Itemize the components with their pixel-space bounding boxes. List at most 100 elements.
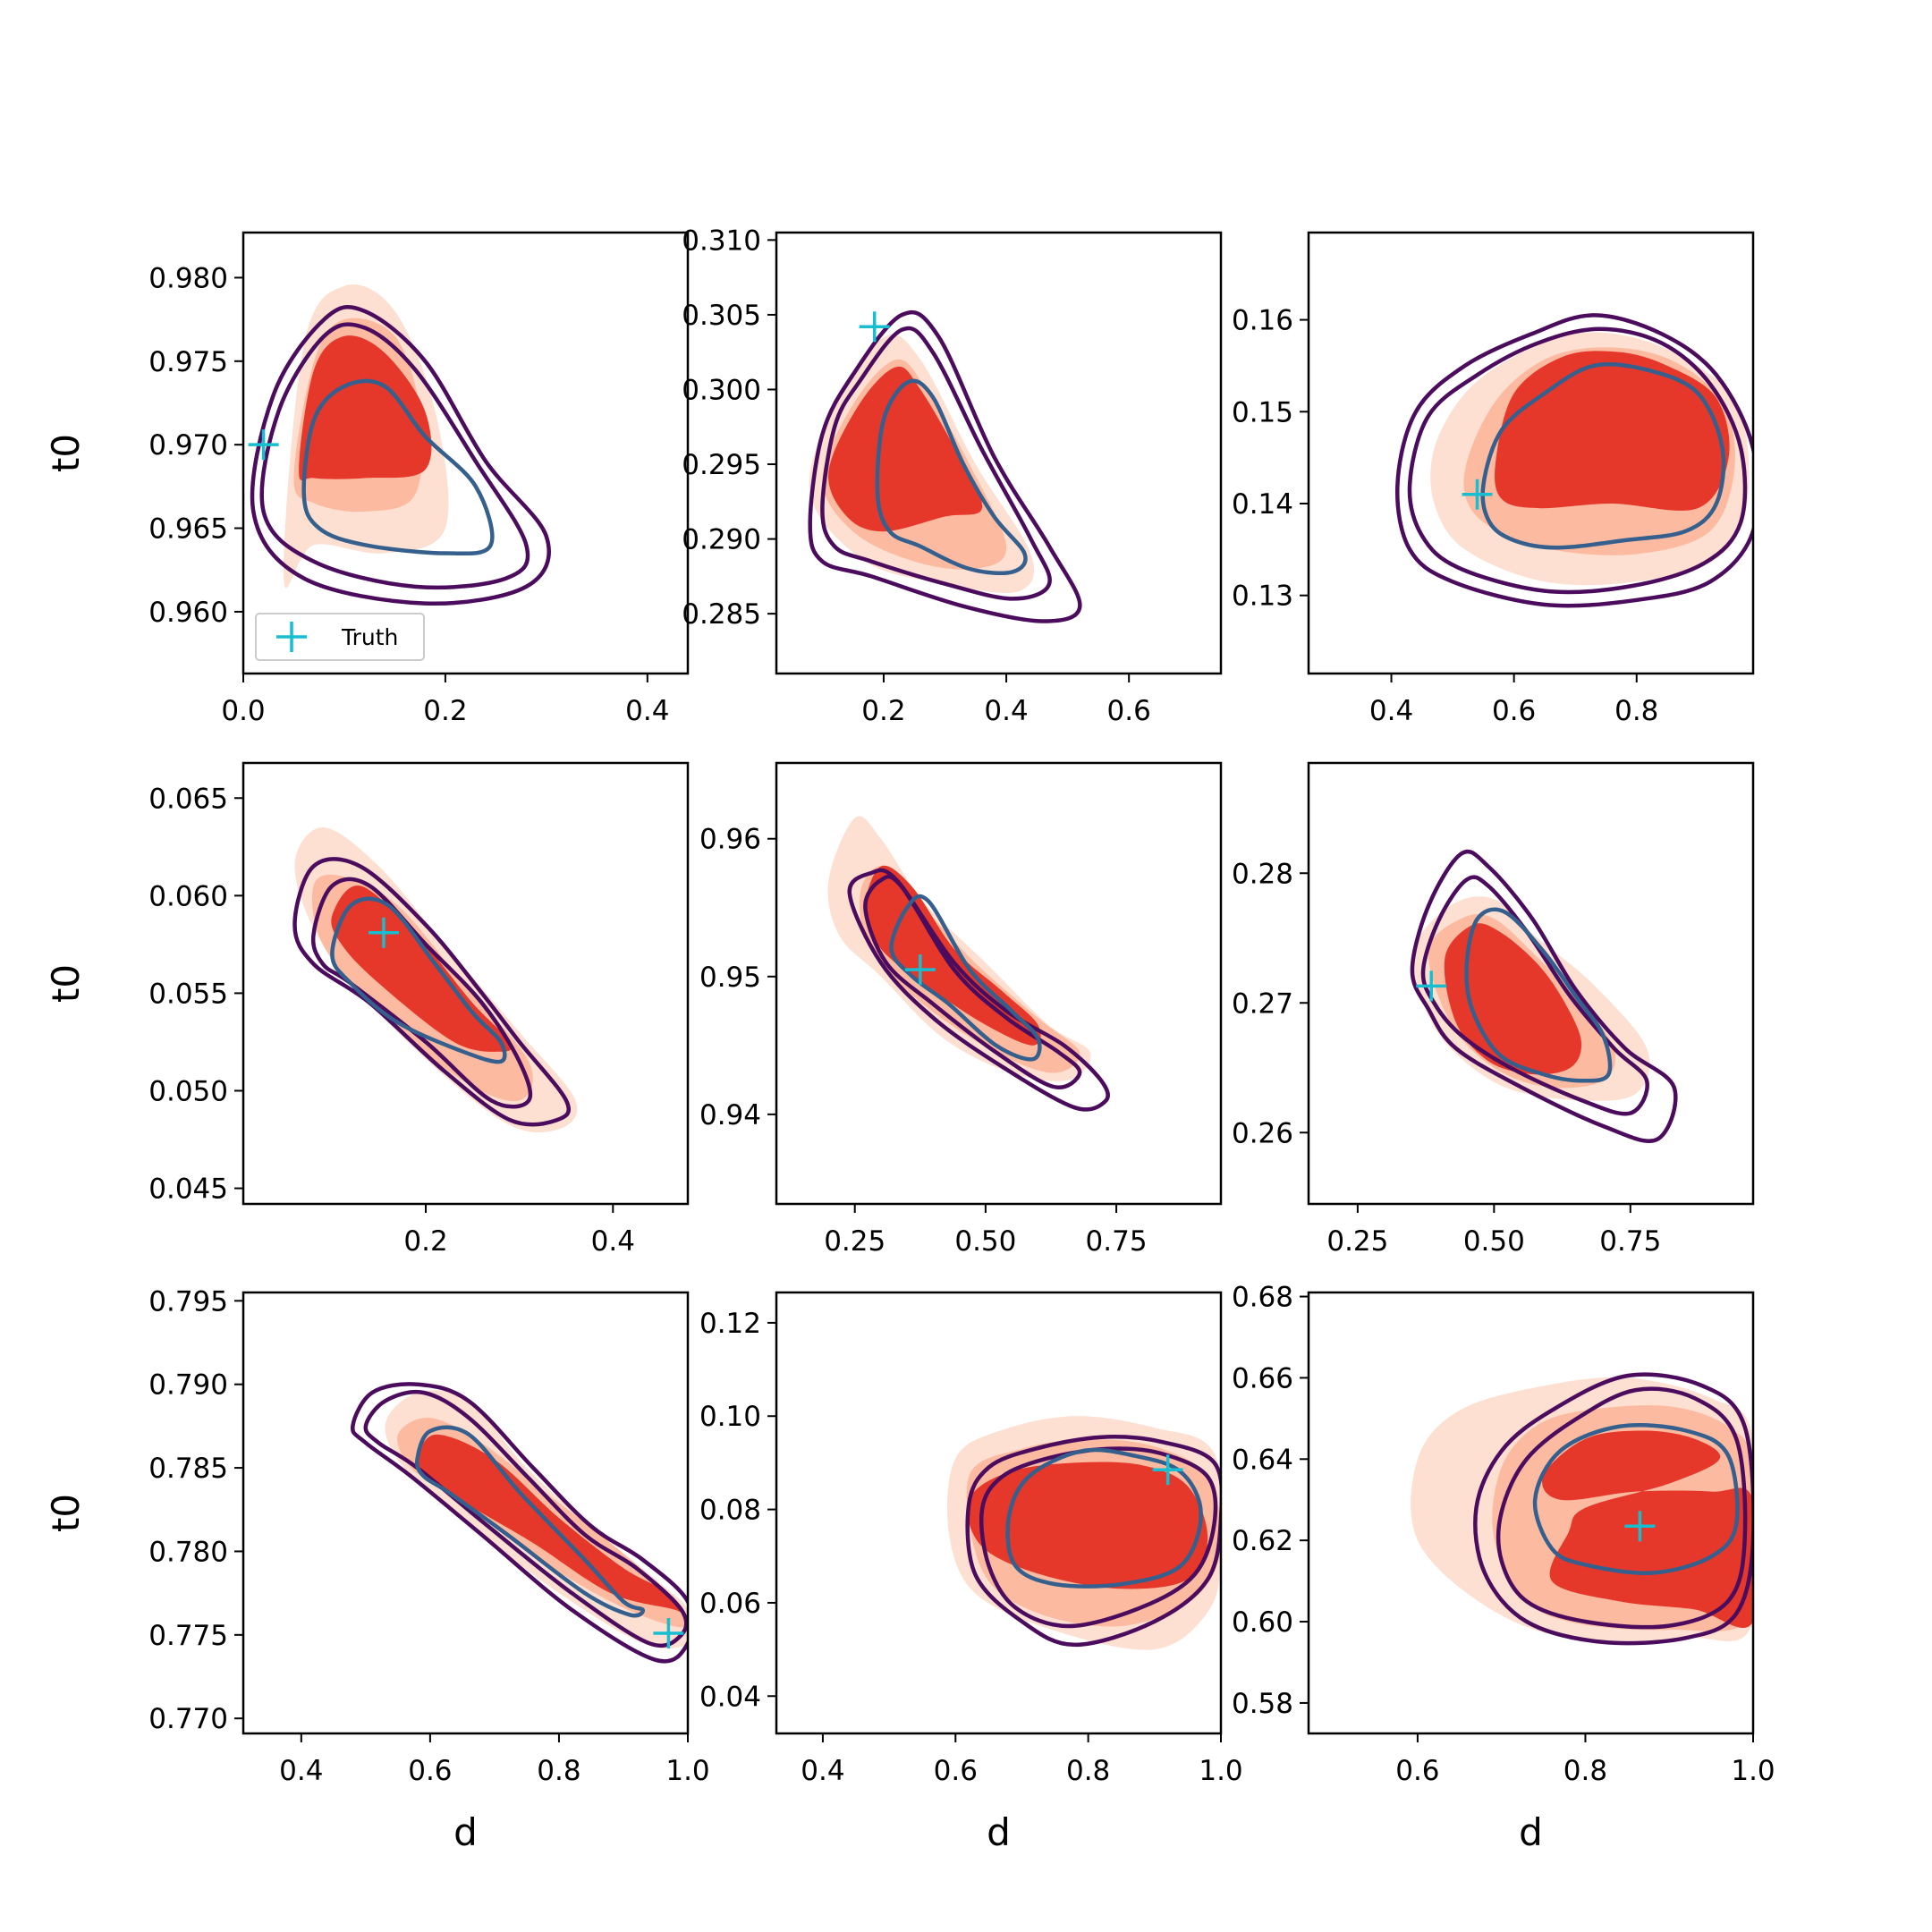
y-tick-label: 0.285 [682,598,761,631]
posterior-fill-inner [967,1462,1208,1589]
y-tick-label: 0.08 [699,1495,761,1527]
truth-marker [1624,1511,1656,1542]
x-tick-label: 0.25 [1326,1225,1388,1258]
plot-area [1410,849,1678,1143]
y-tick-label: 0.28 [1232,858,1293,890]
contour-inner [330,896,507,1064]
y-tick-label: 0.27 [1232,987,1293,1020]
contour-inner [301,378,495,556]
y-tick-label: 0.12 [699,1308,761,1340]
x-tick-label: 0.50 [954,1225,1016,1258]
truth-marker [653,1617,684,1648]
y-tick-label: 0.055 [148,978,228,1010]
x-tick-label: 0.75 [1086,1225,1148,1258]
axes-frame [242,231,690,675]
contour-outer [350,1382,688,1664]
plot-area [250,284,551,606]
y-tick-label: 0.62 [1232,1525,1293,1557]
plot-area [808,309,1082,623]
x-tick-label: 0.8 [1066,1755,1110,1787]
subplot-1: 0.0 0.2 0.4 0.960 0.965 0.970 0.975 0.980 t0 Trut… [44,231,690,727]
y-tick-label: 0.16 [1232,305,1293,337]
contour-outer [808,309,1082,623]
y-tick-label: 0.10 [699,1401,761,1433]
x-tick-label: 1.0 [1199,1755,1242,1787]
truth-marker [1152,1454,1183,1486]
axes-frame [242,1291,690,1735]
y-axis-title: t0 [44,1494,88,1532]
y-tick-label: 0.045 [148,1174,228,1206]
y-tick-label: 0.295 [682,449,761,481]
x-tick-label: 0.6 [1107,695,1151,727]
contour-middle [1407,326,1748,595]
contour-middle [820,326,1052,601]
y-tick-label: 0.60 [1232,1606,1293,1639]
y-tick-label: 0.13 [1232,580,1293,613]
x-tick-label: 0.6 [934,1755,978,1787]
y-tick-label: 0.94 [699,1099,761,1131]
truth-marker [859,311,890,343]
subplot-3: 0.4 0.6 0.8 0.13 0.14 0.15 0.16 [1232,231,1755,727]
plot-area [1394,313,1753,608]
x-tick-label: 0.4 [1369,695,1413,727]
axes-frame [1307,1291,1755,1735]
axes-frame [775,1291,1223,1735]
y-tick-label: 0.060 [148,880,228,912]
axes-frame [1307,231,1755,675]
x-axis-title: d [1519,1810,1543,1854]
x-tick-label: 0.25 [824,1225,886,1258]
y-tick-label: 0.790 [148,1369,228,1402]
y-tick-label: 0.305 [682,300,761,332]
x-tick-label: 1.0 [665,1755,709,1787]
y-tick-label: 0.300 [682,374,761,406]
axes-frame [1307,761,1755,1206]
axes-frame [242,761,690,1206]
x-tick-label: 0.6 [1492,695,1536,727]
posterior-fill-inner [299,335,432,480]
contour-outer [1473,1372,1753,1646]
subplot-5: 0.25 0.50 0.75 0.94 0.95 0.96 [699,761,1223,1258]
plot-area [292,827,578,1133]
plot-area [1411,1372,1753,1646]
subplot-8: 0.4 0.6 0.8 1.0 0.04 0.06 0.08 0.10 0.12 d [699,1291,1243,1854]
x-tick-label: 0.8 [1563,1755,1607,1787]
subplot-4: 0.2 0.4 0.045 0.050 0.055 0.060 0.065 t0 [44,761,690,1258]
contour-middle [259,322,530,590]
contour-middle [1496,1386,1748,1630]
x-tick-label: 0.2 [403,1225,447,1258]
x-tick-label: 0.75 [1599,1225,1661,1258]
y-tick-label: 0.960 [148,597,228,629]
y-tick-label: 0.050 [148,1075,228,1107]
x-axis-title: d [453,1810,478,1854]
truth-marker [1462,479,1493,510]
x-tick-label: 0.4 [801,1755,844,1787]
x-tick-label: 0.4 [984,695,1028,727]
x-tick-label: 0.2 [861,695,905,727]
y-tick-label: 0.15 [1232,396,1293,428]
x-tick-label: 1.0 [1731,1755,1775,1787]
x-tick-label: 0.4 [625,695,669,727]
x-tick-label: 0.4 [591,1225,635,1258]
contour-inner [1532,1423,1740,1575]
legend-label: Truth [341,624,398,650]
y-tick-label: 0.795 [148,1285,228,1318]
truth-marker [368,917,399,948]
y-tick-label: 0.310 [682,225,761,257]
y-tick-label: 0.785 [148,1453,228,1485]
x-tick-label: 0.0 [221,695,265,727]
legend-box [255,613,425,661]
y-tick-label: 0.980 [148,262,228,294]
y-tick-label: 0.66 [1232,1362,1293,1394]
plot-area [350,1382,688,1664]
contour-middle [1420,875,1649,1116]
x-tick-label: 0.6 [1395,1755,1439,1787]
subplot-2: 0.2 0.4 0.6 0.285 0.290 0.295 0.300 0.305 0.310 [682,225,1223,727]
y-tick-label: 0.68 [1232,1282,1293,1314]
subplot-6: 0.25 0.50 0.75 0.26 0.27 0.28 [1232,761,1755,1258]
x-tick-label: 0.8 [537,1755,580,1787]
y-tick-label: 0.780 [148,1536,228,1568]
y-tick-label: 0.970 [148,429,228,462]
posterior-fill-inner [1495,351,1730,511]
y-tick-label: 0.04 [699,1681,761,1713]
